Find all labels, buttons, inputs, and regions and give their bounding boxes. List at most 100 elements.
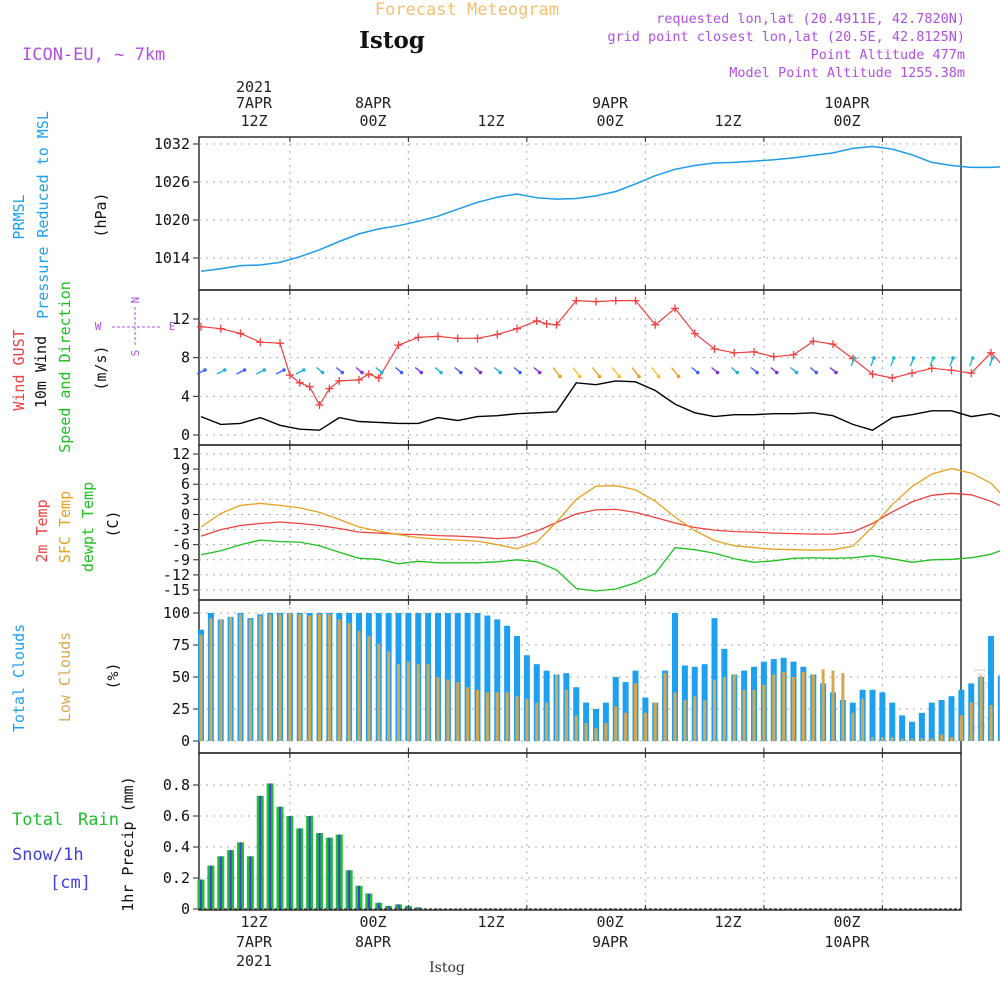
snow-bar bbox=[407, 905, 410, 909]
gust-marker bbox=[473, 334, 482, 343]
gust-marker bbox=[750, 347, 758, 356]
y-tick-label: 6 bbox=[181, 475, 190, 493]
low-cloud-bar bbox=[614, 706, 618, 741]
snow-bar bbox=[288, 816, 291, 909]
wind-arrowhead bbox=[498, 370, 503, 375]
low-cloud-bar bbox=[258, 615, 262, 741]
low-cloud-bar bbox=[337, 619, 341, 741]
low-cloud-bar bbox=[703, 700, 707, 741]
total-cloud-bar bbox=[938, 700, 945, 741]
snow-bar bbox=[358, 885, 360, 909]
total-cloud-bar bbox=[573, 687, 580, 741]
wind-arrowhead bbox=[222, 368, 227, 372]
gust-marker bbox=[394, 341, 403, 350]
gust-marker bbox=[434, 332, 442, 341]
wind-arrowhead bbox=[518, 370, 522, 375]
total-cloud-bar bbox=[899, 715, 906, 741]
gust-marker bbox=[513, 324, 521, 333]
snow-bar bbox=[239, 842, 242, 909]
wind-direction-arrow bbox=[611, 367, 620, 377]
low-cloud-bar bbox=[871, 737, 874, 741]
compass-south: S bbox=[129, 350, 142, 357]
total-cloud-bar bbox=[504, 625, 511, 741]
low-cloud-bar bbox=[555, 674, 558, 741]
top-time-4: 00Z bbox=[596, 112, 623, 130]
low-cloud-bar bbox=[278, 614, 282, 741]
gust-marker bbox=[868, 370, 877, 379]
low-cloud-bar bbox=[397, 664, 400, 741]
snow-bar bbox=[298, 828, 301, 909]
temp-label-2m: 2m Temp bbox=[33, 499, 51, 562]
low-cloud-bar bbox=[219, 619, 223, 741]
y-tick-label: -6 bbox=[172, 536, 190, 554]
plot-area: 101410201026103204812129630-3-6-9-12-150… bbox=[154, 135, 1000, 918]
snow-bar bbox=[397, 904, 400, 909]
low-cloud-bar bbox=[861, 698, 865, 741]
total-cloud-bar bbox=[484, 615, 491, 741]
bottom-time-5: 12Z bbox=[714, 913, 741, 931]
y-tick-label: 50 bbox=[172, 668, 190, 686]
bottom-time-2: 00Z bbox=[359, 913, 386, 931]
low-cloud-bar bbox=[318, 614, 321, 741]
snow-bar bbox=[279, 806, 281, 909]
wind-arrowhead bbox=[951, 356, 955, 360]
y-tick-label: 1026 bbox=[154, 173, 190, 191]
precip-label-snow: Snow/1h bbox=[12, 845, 84, 865]
low-cloud-bar bbox=[713, 679, 716, 741]
precip-label-total: Total bbox=[12, 810, 63, 830]
low-cloud-bar bbox=[594, 728, 598, 741]
low-cloud-bar bbox=[239, 614, 242, 741]
y-tick-label: -15 bbox=[163, 581, 190, 599]
gust-marker bbox=[927, 364, 936, 373]
gust-marker bbox=[769, 352, 778, 361]
y-tick-label: 75 bbox=[172, 636, 190, 654]
total-cloud-bar bbox=[444, 613, 451, 741]
snow-bar bbox=[249, 856, 252, 909]
gust-marker bbox=[987, 348, 995, 357]
bottom-time-3: 12Z bbox=[477, 913, 504, 931]
gust-marker bbox=[305, 382, 314, 391]
low-cloud-bar bbox=[890, 737, 894, 741]
wind-arrowhead bbox=[970, 356, 975, 360]
wind-direction-arrow bbox=[670, 367, 680, 377]
gust-marker bbox=[947, 366, 956, 375]
pressure-label-unit: (hPa) bbox=[92, 192, 110, 237]
total-cloud-bar bbox=[672, 613, 678, 741]
gust-marker bbox=[276, 339, 284, 348]
wind-direction-arrow bbox=[631, 367, 640, 377]
y-tick-label: 12 bbox=[172, 310, 190, 328]
top-time-2: 00Z bbox=[359, 112, 386, 130]
bottom-date-3: 9APR bbox=[592, 933, 629, 951]
low-cloud-bar bbox=[466, 687, 470, 741]
low-cloud-bar bbox=[199, 634, 203, 741]
y-tick-label: 1014 bbox=[154, 249, 190, 267]
low-cloud-bar bbox=[485, 692, 489, 741]
gust-marker bbox=[829, 340, 837, 349]
low-cloud-bar bbox=[416, 664, 420, 741]
low-cloud-bar bbox=[476, 689, 479, 741]
snow-bar bbox=[338, 834, 341, 909]
dewpoint-line bbox=[200, 539, 1000, 592]
snow-bar bbox=[417, 907, 420, 909]
y-tick-label: 0.4 bbox=[163, 838, 190, 856]
wind-arrowhead bbox=[617, 374, 622, 379]
low-cloud-bar bbox=[653, 702, 657, 741]
y-tick-label: 1020 bbox=[154, 211, 190, 229]
gust-marker bbox=[611, 296, 620, 305]
top-year: 2021 bbox=[236, 78, 272, 96]
wind-arrowhead bbox=[911, 356, 916, 360]
gust-marker bbox=[592, 297, 600, 306]
gust-marker bbox=[789, 350, 798, 359]
wind-arrowhead bbox=[282, 368, 286, 372]
cloud-label-total: Total Clouds bbox=[10, 624, 28, 732]
top-date-2: 8APR bbox=[355, 94, 392, 112]
low-cloud-bar bbox=[515, 696, 519, 741]
low-cloud-bar bbox=[387, 651, 391, 741]
low-cloud-bar bbox=[634, 683, 637, 741]
total-cloud-bar bbox=[523, 655, 530, 741]
panel-frame bbox=[198, 599, 962, 754]
wind-arrowhead bbox=[262, 368, 267, 372]
total-cloud-bar bbox=[494, 619, 501, 741]
low-cloud-bar bbox=[880, 737, 884, 741]
total-cloud-bar bbox=[514, 636, 520, 741]
